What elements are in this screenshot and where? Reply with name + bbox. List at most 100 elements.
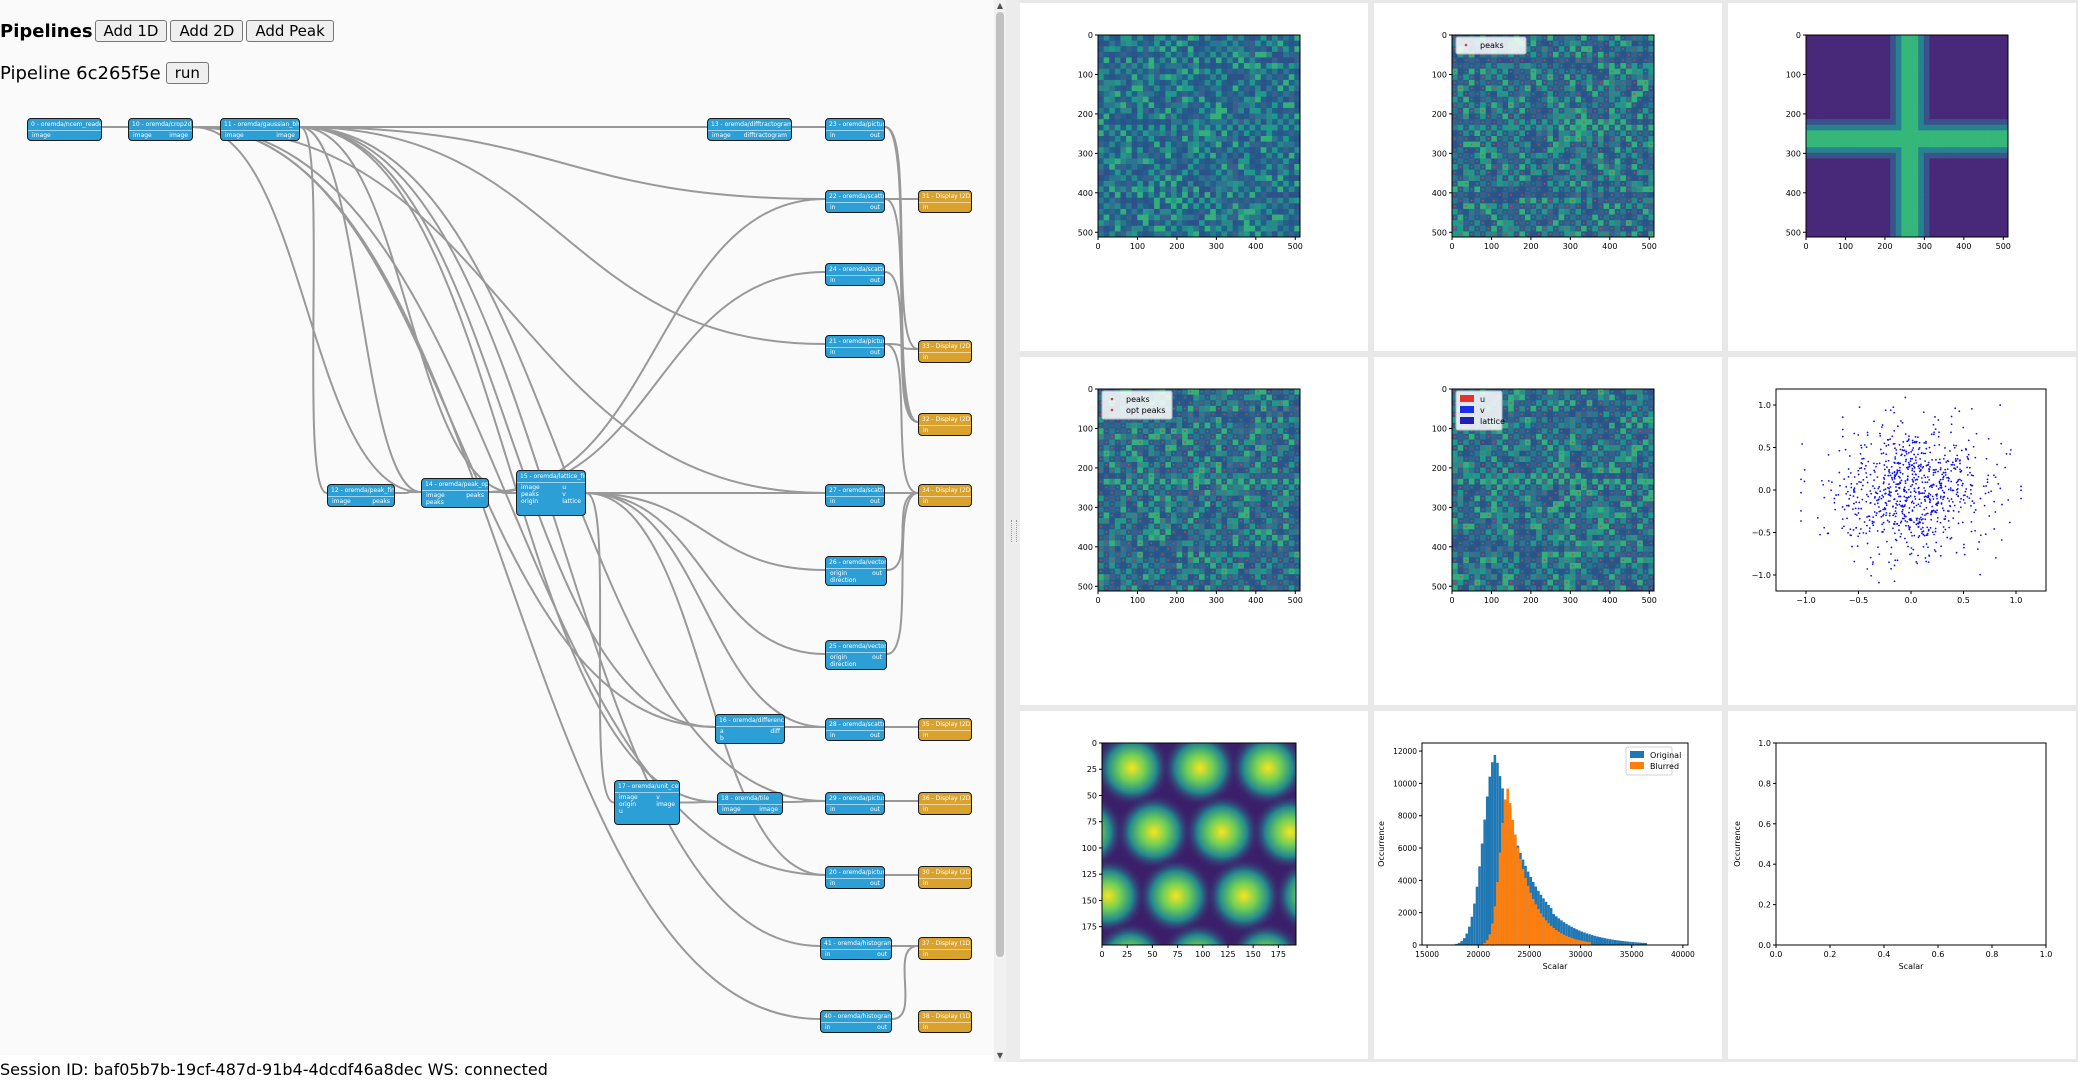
node-port[interactable]: in: [923, 732, 929, 739]
node-port[interactable]: in: [923, 498, 929, 505]
display-node[interactable]: 36 - Display (2D) in: [918, 792, 972, 815]
pipeline-node[interactable]: 22 - oremda/scatter in out: [825, 190, 885, 213]
pipeline-node[interactable]: 29 - oremda/picture in out: [825, 792, 885, 815]
node-port[interactable]: out: [870, 498, 880, 505]
node-port[interactable]: b: [720, 735, 724, 742]
display-node[interactable]: 33 - Display (2D) in: [918, 340, 972, 363]
node-port[interactable]: image: [521, 484, 540, 491]
pipeline-node[interactable]: 17 - oremda/unit_cell image origin u v image: [614, 780, 680, 825]
node-port[interactable]: origin: [830, 654, 848, 661]
node-port[interactable]: image: [332, 498, 351, 505]
node-port[interactable]: out: [870, 132, 880, 139]
node-port[interactable]: out: [870, 732, 880, 739]
node-port[interactable]: in: [830, 204, 836, 211]
node-port[interactable]: lattice: [562, 498, 581, 505]
pipeline-node[interactable]: 16 - oremda/difference a b diff: [715, 714, 785, 744]
node-port[interactable]: in: [830, 498, 836, 505]
pipeline-node[interactable]: 27 - oremda/scatter in out: [825, 484, 885, 507]
pipeline-node[interactable]: 24 - oremda/scatter in out: [825, 263, 885, 286]
node-port[interactable]: out: [870, 806, 880, 813]
pipeline-node[interactable]: 25 - oremda/vector origin direction out: [825, 640, 887, 670]
pipeline-node[interactable]: 0 - oremda/ncem_reader image: [27, 118, 102, 141]
pipeline-node[interactable]: 13 - oremda/difftractogram image difftract…: [707, 118, 792, 141]
pipeline-node[interactable]: 10 - oremda/crop2d image image: [128, 118, 193, 141]
split-handle[interactable]: [1006, 0, 1020, 1062]
node-port[interactable]: in: [923, 951, 929, 958]
display-node[interactable]: 32 - Display (2D) in: [918, 413, 972, 436]
node-port[interactable]: in: [923, 880, 929, 887]
drag-grip-icon[interactable]: [1011, 520, 1017, 542]
node-port[interactable]: peaks: [372, 498, 390, 505]
scrollbar-thumb[interactable]: [996, 12, 1004, 957]
node-port[interactable]: origin: [619, 801, 637, 808]
node-port[interactable]: in: [830, 349, 836, 356]
node-port[interactable]: difftractogram: [743, 132, 787, 139]
pipeline-node[interactable]: 26 - oremda/vector origin direction out: [825, 556, 887, 586]
run-button[interactable]: run: [165, 62, 209, 84]
node-port[interactable]: in: [825, 951, 831, 958]
node-port[interactable]: image: [759, 806, 778, 813]
pipeline-node[interactable]: 12 - oremda/peak_find image peaks: [327, 484, 395, 507]
node-port[interactable]: direction: [830, 661, 857, 668]
pipeline-node[interactable]: 21 - oremda/picture in out: [825, 335, 885, 358]
node-port[interactable]: out: [870, 277, 880, 284]
node-port[interactable]: peaks: [466, 492, 484, 499]
node-port[interactable]: image: [133, 132, 152, 139]
node-port[interactable]: in: [923, 427, 929, 434]
scroll-up-icon[interactable]: ▲: [996, 1, 1004, 10]
node-port[interactable]: in: [830, 132, 836, 139]
node-port[interactable]: in: [830, 277, 836, 284]
node-port[interactable]: image: [656, 801, 675, 808]
node-port[interactable]: u: [562, 484, 567, 491]
pipeline-node[interactable]: 11 - oremda/gaussian_blur image image: [220, 118, 300, 141]
node-port[interactable]: a: [720, 728, 724, 735]
node-port[interactable]: in: [825, 1024, 831, 1031]
node-port[interactable]: out: [870, 880, 880, 887]
pipeline-node[interactable]: 28 - oremda/scatter in out: [825, 718, 885, 741]
node-port[interactable]: image: [712, 132, 731, 139]
node-port[interactable]: diff: [770, 728, 780, 735]
node-port[interactable]: out: [870, 349, 880, 356]
node-port[interactable]: image: [276, 132, 295, 139]
pipeline-node[interactable]: 20 - oremda/picture in out: [825, 866, 885, 889]
node-port[interactable]: image: [426, 492, 445, 499]
pipeline-node[interactable]: 41 - oremda/histograms in out: [820, 937, 892, 960]
node-port[interactable]: in: [830, 806, 836, 813]
display-node[interactable]: 34 - Display (2D) in: [918, 484, 972, 507]
pipeline-node[interactable]: 23 - oremda/picture in out: [825, 118, 885, 141]
add-2d-button[interactable]: Add 2D: [170, 20, 244, 42]
node-port[interactable]: peaks: [521, 491, 539, 498]
node-port[interactable]: in: [923, 354, 929, 361]
node-port[interactable]: v: [562, 491, 566, 498]
pipeline-node[interactable]: 15 - oremda/lattice_find image peaks origin…: [516, 470, 586, 516]
node-port[interactable]: origin: [521, 498, 539, 505]
pipeline-node[interactable]: 18 - oremda/tile image image: [717, 792, 783, 815]
node-port[interactable]: peaks: [426, 499, 444, 506]
editor-scrollbar[interactable]: ▲ ▼: [994, 0, 1006, 1062]
node-port[interactable]: direction: [830, 577, 857, 584]
node-port[interactable]: image: [722, 806, 741, 813]
display-node[interactable]: 37 - Display (1D) in: [918, 937, 972, 960]
node-port[interactable]: out: [870, 204, 880, 211]
node-port[interactable]: out: [872, 570, 882, 577]
display-node[interactable]: 30 - Display (2D) in: [918, 866, 972, 889]
add-1d-button[interactable]: Add 1D: [94, 20, 168, 42]
display-node[interactable]: 38 - Display (1D) in: [918, 1010, 972, 1033]
node-port[interactable]: in: [923, 806, 929, 813]
pipeline-node[interactable]: 14 - oremda/peak_opt image peaks peaks: [421, 478, 489, 508]
display-node[interactable]: 31 - Display (2D) in: [918, 190, 972, 213]
node-port[interactable]: image: [225, 132, 244, 139]
scroll-down-icon[interactable]: ▼: [996, 1051, 1004, 1060]
node-port[interactable]: origin: [830, 570, 848, 577]
node-port[interactable]: in: [923, 204, 929, 211]
node-port[interactable]: out: [877, 951, 887, 958]
node-port[interactable]: in: [830, 732, 836, 739]
node-port[interactable]: in: [923, 1024, 929, 1031]
pipeline-node[interactable]: 40 - oremda/histograms in out: [820, 1010, 892, 1033]
node-port[interactable]: u: [619, 808, 623, 815]
add-peak-button[interactable]: Add Peak: [246, 20, 334, 42]
node-port[interactable]: out: [877, 1024, 887, 1031]
node-port[interactable]: image: [169, 132, 188, 139]
node-port[interactable]: image: [32, 132, 51, 139]
display-node[interactable]: 35 - Display (2D) in: [918, 718, 972, 741]
